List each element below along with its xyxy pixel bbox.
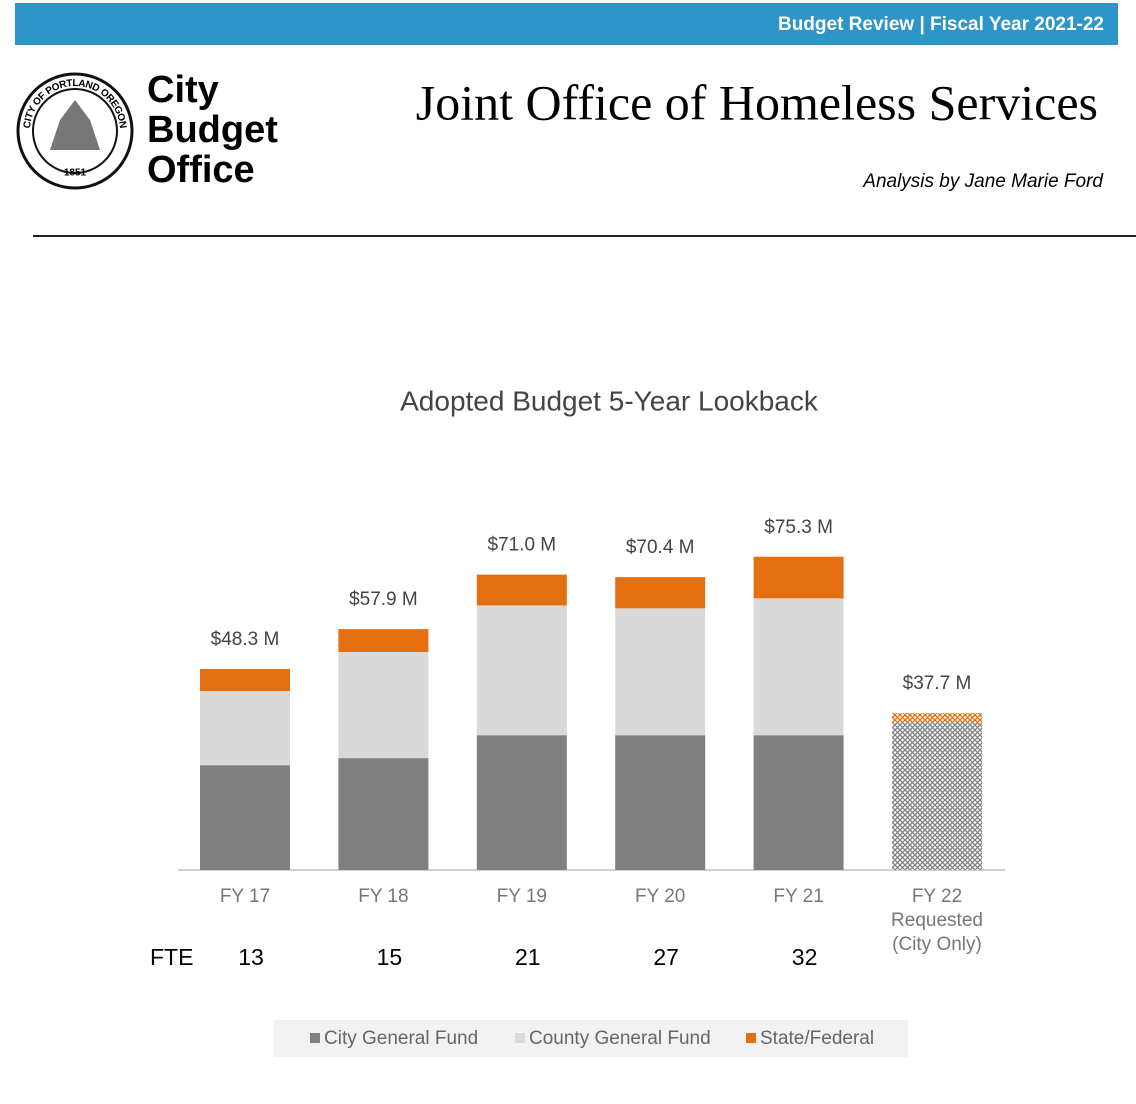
seal-year: 1851 xyxy=(64,168,87,179)
bar-segment xyxy=(753,556,844,599)
page-title: Joint Office of Homeless Services xyxy=(416,74,1098,130)
office-line: City xyxy=(147,69,219,111)
bar-segment xyxy=(892,713,982,724)
bar-segment xyxy=(200,669,290,692)
fte-value: 21 xyxy=(515,944,541,970)
bar-segment xyxy=(753,598,844,736)
total-label: $70.4 M xyxy=(626,537,695,558)
x-tick-label: Requested xyxy=(891,910,983,931)
total-label: $57.9 M xyxy=(349,589,418,610)
bar-segment xyxy=(338,629,429,653)
bar-segment xyxy=(753,735,844,870)
total-label: $75.3 M xyxy=(764,517,833,538)
x-tick-label: (City Only) xyxy=(892,934,982,955)
x-tick-label: FY 18 xyxy=(358,886,408,907)
legend-swatch xyxy=(515,1033,525,1043)
x-tick-label: FY 21 xyxy=(773,886,823,907)
x-tick-label: FY 22 xyxy=(912,886,962,907)
legend-label: County General Fund xyxy=(529,1028,711,1049)
bar-segment xyxy=(338,758,429,870)
legend-label: State/Federal xyxy=(760,1028,874,1049)
legend-swatch xyxy=(310,1033,320,1043)
bar-segment xyxy=(200,691,290,766)
total-label: $48.3 M xyxy=(211,629,280,650)
office-line: Office xyxy=(147,149,255,191)
x-tick-label: FY 17 xyxy=(220,886,270,907)
legend-box xyxy=(274,1020,908,1057)
byline: Analysis by Jane Marie Ford xyxy=(862,171,1104,192)
fte-value: 32 xyxy=(792,944,818,970)
total-label: $71.0 M xyxy=(487,535,556,556)
chart-title: Adopted Budget 5-Year Lookback xyxy=(400,385,819,416)
bar-segment xyxy=(476,605,567,736)
x-tick-label: FY 19 xyxy=(497,886,547,907)
legend-swatch xyxy=(746,1033,756,1043)
banner xyxy=(15,3,1118,45)
fte-value: 13 xyxy=(238,944,264,970)
fte-value: 27 xyxy=(653,944,679,970)
bar-segment xyxy=(615,608,706,736)
legend-label: City General Fund xyxy=(324,1028,478,1049)
bar-segment xyxy=(476,574,567,606)
fte-label: FTE xyxy=(150,944,193,970)
office-line: Budget xyxy=(147,109,278,151)
bar-segment xyxy=(200,765,290,870)
bar-segment xyxy=(892,723,982,870)
banner-text: Budget Review | Fiscal Year 2021-22 xyxy=(778,14,1104,35)
bar-segment xyxy=(476,735,567,870)
bar-segment xyxy=(615,577,706,609)
seal: CITY OF PORTLAND OREGON 1851 xyxy=(16,72,134,190)
total-label: $37.7 M xyxy=(903,673,972,694)
fte-value: 15 xyxy=(377,944,403,970)
bar-segment xyxy=(615,735,706,870)
x-tick-label: FY 20 xyxy=(635,886,685,907)
bar-segment xyxy=(338,652,429,759)
